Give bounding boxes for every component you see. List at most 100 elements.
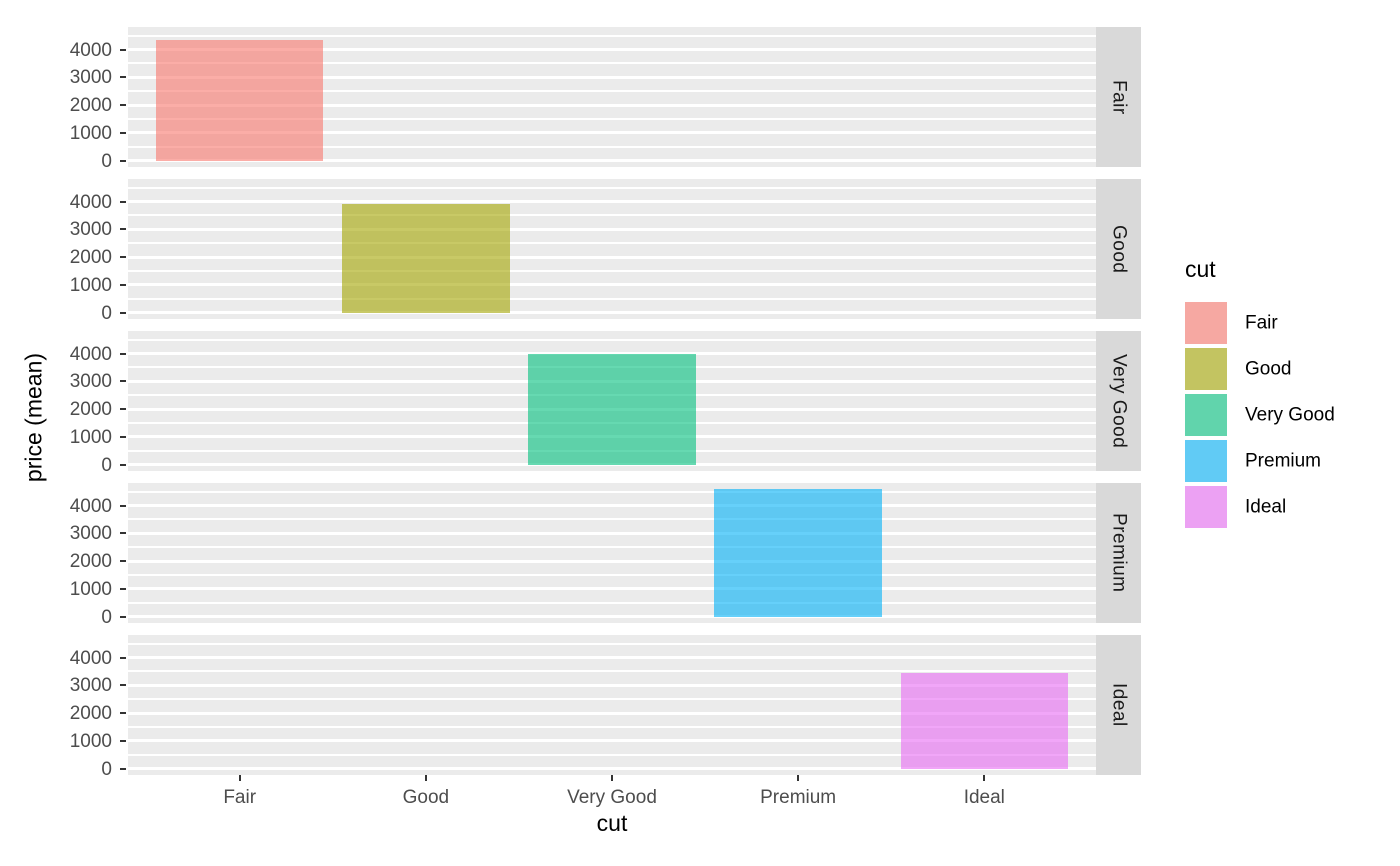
y-tick-mark bbox=[120, 104, 126, 107]
y-tick-label: 0 bbox=[101, 454, 112, 476]
minor-gridline bbox=[128, 145, 1096, 148]
y-tick-label: 2000 bbox=[69, 551, 112, 573]
major-gridline bbox=[128, 587, 1096, 591]
y-tick-mark bbox=[120, 311, 126, 314]
y-tick-label: 4000 bbox=[69, 495, 112, 517]
y-tick-label: 2000 bbox=[69, 703, 112, 725]
major-gridline bbox=[128, 352, 1096, 356]
y-tick-mark bbox=[120, 587, 126, 590]
minor-gridline bbox=[128, 62, 1096, 65]
y-tick-mark bbox=[120, 712, 126, 715]
strip-label-fair: Fair bbox=[1108, 79, 1130, 115]
minor-gridline bbox=[128, 297, 1096, 300]
y-tick-label: 4000 bbox=[69, 343, 112, 365]
major-gridline bbox=[128, 311, 1096, 315]
y-tick-label: 4000 bbox=[69, 647, 112, 669]
minor-gridline bbox=[128, 34, 1096, 37]
legend-label-good: Good bbox=[1245, 358, 1292, 380]
legend-label-premium: Premium bbox=[1245, 450, 1322, 472]
x-tick-label-very-good: Very Good bbox=[567, 787, 657, 808]
y-tick-mark bbox=[120, 283, 126, 286]
y-tick-mark bbox=[120, 504, 126, 507]
major-gridline bbox=[128, 656, 1096, 660]
legend-key-fill bbox=[1185, 302, 1227, 344]
y-tick-label: 2000 bbox=[69, 247, 112, 269]
minor-gridline bbox=[128, 242, 1096, 245]
legend-label-ideal: Ideal bbox=[1245, 496, 1287, 518]
y-tick-mark bbox=[120, 463, 126, 466]
y-tick-label: 0 bbox=[101, 302, 112, 324]
y-tick-label: 0 bbox=[101, 606, 112, 628]
y-tick-mark bbox=[120, 656, 126, 659]
y-tick-mark bbox=[120, 48, 126, 51]
y-tick-mark bbox=[120, 352, 126, 355]
minor-gridline bbox=[128, 338, 1096, 341]
x-tick-mark bbox=[983, 775, 986, 781]
minor-gridline bbox=[128, 214, 1096, 217]
y-tick-label: 3000 bbox=[69, 371, 112, 393]
legend-item-fair: Fair bbox=[1185, 302, 1400, 344]
bar-ideal bbox=[900, 672, 1069, 769]
major-gridline bbox=[128, 463, 1096, 467]
y-tick-mark bbox=[120, 435, 126, 438]
x-tick-label-ideal: Ideal bbox=[963, 787, 1005, 808]
y-tick-mark bbox=[120, 560, 126, 563]
major-gridline bbox=[128, 159, 1096, 163]
strip-label-premium: Premium bbox=[1108, 513, 1130, 593]
legend-key-good bbox=[1185, 348, 1227, 390]
major-gridline bbox=[128, 48, 1096, 52]
minor-gridline bbox=[128, 490, 1096, 493]
legend-key-fill bbox=[1185, 348, 1227, 390]
major-gridline bbox=[128, 615, 1096, 619]
legend-item-premium: Premium bbox=[1185, 440, 1400, 482]
y-tick-label: 1000 bbox=[69, 578, 112, 600]
y-tick-mark bbox=[120, 380, 126, 383]
facet-panel-premium bbox=[128, 483, 1096, 623]
y-tick-mark bbox=[120, 159, 126, 162]
x-tick-label-premium: Premium bbox=[760, 787, 837, 808]
y-tick-label: 3000 bbox=[69, 219, 112, 241]
y-tick-mark bbox=[120, 256, 126, 259]
y-tick-mark bbox=[120, 684, 126, 687]
major-gridline bbox=[128, 767, 1096, 771]
minor-gridline bbox=[128, 670, 1096, 673]
minor-gridline bbox=[128, 642, 1096, 645]
x-tick-mark bbox=[611, 775, 613, 781]
facet-strip-premium: Premium bbox=[1096, 483, 1141, 623]
y-tick-label: 4000 bbox=[69, 191, 112, 213]
legend-label-very-good: Very Good bbox=[1245, 404, 1335, 426]
bar-good bbox=[342, 203, 510, 313]
facet-strip-good: Good bbox=[1096, 179, 1141, 319]
major-gridline bbox=[128, 504, 1096, 508]
minor-gridline bbox=[128, 117, 1096, 120]
x-tick-mark bbox=[238, 775, 241, 781]
minor-gridline bbox=[128, 90, 1096, 93]
facet-panel-ideal bbox=[128, 635, 1096, 775]
x-axis-title: cut bbox=[596, 810, 628, 836]
minor-gridline bbox=[128, 518, 1096, 521]
y-tick-mark bbox=[120, 739, 126, 742]
legend-label-fair: Fair bbox=[1245, 312, 1278, 334]
legend-item-ideal: Ideal bbox=[1185, 486, 1400, 528]
major-gridline bbox=[128, 283, 1096, 287]
major-gridline bbox=[128, 683, 1096, 687]
y-tick-mark bbox=[120, 408, 126, 411]
y-tick-mark bbox=[120, 76, 126, 79]
strip-label-ideal: Ideal bbox=[1108, 683, 1130, 727]
minor-gridline bbox=[128, 186, 1096, 189]
minor-gridline bbox=[128, 546, 1096, 549]
y-tick-label: 1000 bbox=[69, 426, 112, 448]
facet-strip-fair: Fair bbox=[1096, 27, 1141, 167]
major-gridline bbox=[128, 559, 1096, 563]
legend: cut Fair Good Very Good Premium Ideal bbox=[1185, 258, 1400, 558]
y-tick-label: 4000 bbox=[69, 39, 112, 61]
bar-very-good bbox=[528, 354, 696, 465]
y-tick-label: 1000 bbox=[69, 274, 112, 296]
legend-key-premium bbox=[1185, 440, 1227, 482]
major-gridline bbox=[128, 103, 1096, 107]
legend-title: cut bbox=[1185, 256, 1216, 282]
major-gridline bbox=[128, 227, 1096, 231]
major-gridline bbox=[128, 255, 1096, 259]
legend-key-fill bbox=[1185, 486, 1227, 528]
legend-key-fill bbox=[1185, 394, 1227, 436]
